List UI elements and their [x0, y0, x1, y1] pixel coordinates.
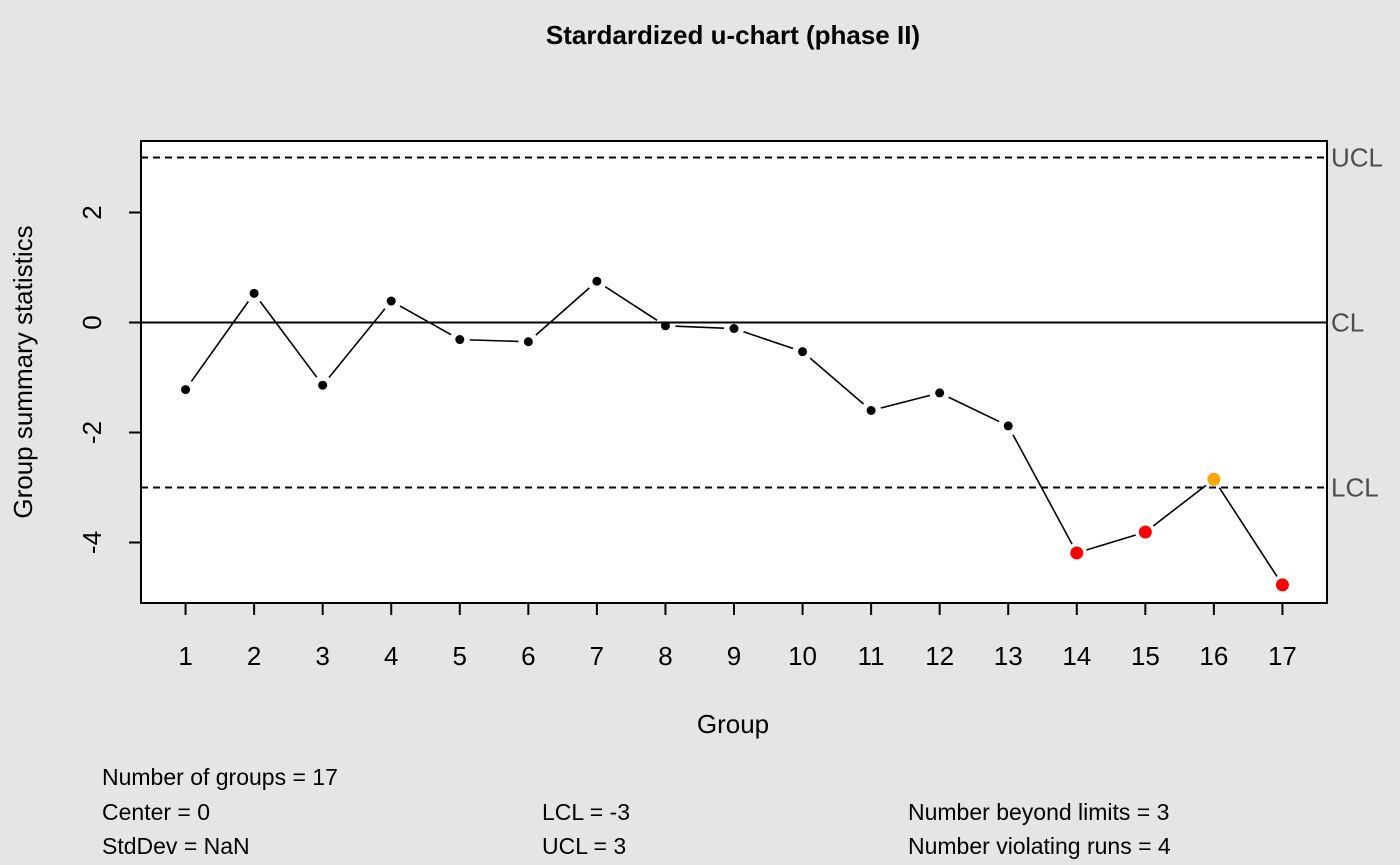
data-point: [729, 324, 739, 334]
x-tick-label: 6: [521, 641, 535, 671]
limits-layer: UCL CL LCL: [141, 143, 1383, 503]
y-axis-label: Group summary statistics: [8, 225, 38, 518]
x-tick-label: 1: [178, 641, 192, 671]
plot-area: [140, 140, 1328, 604]
stat-stddev: StdDev = NaN: [102, 833, 250, 859]
data-point: [386, 296, 396, 306]
series-segment: [675, 325, 725, 329]
series-segment: [743, 330, 794, 350]
y-tick-label: -2: [77, 421, 107, 444]
y-tick-label: -4: [77, 531, 107, 554]
points-layer: [181, 276, 1289, 592]
stat-number-violating-runs: Number violating runs = 4: [908, 833, 1171, 859]
data-point: [1138, 525, 1152, 539]
x-axis: 1 2 3 4 5 6 7 8 9 10 11 12 13 14 15 16 17: [178, 603, 1297, 671]
series-segment: [880, 394, 931, 409]
chart-title: Stardardized u-chart (phase II): [546, 20, 920, 50]
x-tick-label: 3: [315, 641, 329, 671]
data-point: [935, 388, 945, 398]
data-point: [866, 406, 876, 415]
x-tick-label: 2: [247, 641, 261, 671]
cl-label: CL: [1331, 308, 1364, 338]
data-point: [181, 385, 191, 395]
x-tick-label: 9: [727, 641, 741, 671]
series-segment: [948, 396, 1000, 423]
data-point: [1275, 578, 1289, 592]
y-tick-label: 2: [77, 205, 107, 219]
x-tick-label: 10: [788, 641, 817, 671]
x-tick-label: 14: [1062, 641, 1091, 671]
data-point: [660, 321, 670, 331]
x-tick-label: 4: [384, 641, 398, 671]
x-tick-label: 12: [925, 641, 954, 671]
x-tick-label: 5: [453, 641, 467, 671]
series-segment: [1012, 434, 1073, 545]
y-tick-label: 0: [77, 315, 107, 329]
x-tick-label: 13: [994, 641, 1023, 671]
data-point: [1003, 421, 1013, 431]
data-point: [1207, 472, 1221, 486]
series-segment: [328, 308, 386, 378]
data-point: [1070, 546, 1084, 560]
data-point: [523, 337, 533, 347]
series-segment: [469, 339, 519, 343]
data-point: [798, 347, 808, 357]
x-tick-label: 16: [1199, 641, 1228, 671]
stat-center: Center = 0: [102, 799, 210, 825]
x-tick-label: 8: [658, 641, 672, 671]
summary-stats: Number of groups = 17 Center = 0 StdDev …: [102, 764, 1171, 859]
series-segment: [809, 357, 865, 405]
series-segment: [399, 305, 452, 336]
stat-lcl: LCL = -3: [542, 799, 630, 825]
stat-number-of-groups: Number of groups = 17: [102, 764, 338, 790]
lcl-label: LCL: [1331, 473, 1379, 503]
x-axis-label: Group: [697, 709, 769, 739]
x-tick-label: 17: [1268, 641, 1297, 671]
series-segment: [1086, 534, 1136, 551]
data-point: [455, 335, 465, 345]
data-point: [249, 288, 259, 298]
series-segment: [604, 286, 658, 322]
series-line-layer: [190, 286, 1278, 577]
series-segment: [190, 301, 249, 382]
series-segment: [1152, 484, 1207, 527]
series-segment: [1218, 487, 1278, 577]
x-tick-label: 7: [590, 641, 604, 671]
stat-number-beyond-limits: Number beyond limits = 3: [908, 799, 1169, 825]
series-segment: [259, 300, 318, 378]
y-axis: -4 -2 0 2: [77, 205, 141, 554]
data-point: [318, 380, 328, 390]
series-segment: [535, 287, 590, 336]
x-tick-label: 11: [858, 641, 885, 671]
stat-ucl: UCL = 3: [542, 833, 626, 859]
ucl-label: UCL: [1331, 143, 1383, 173]
data-point: [592, 276, 602, 286]
x-tick-label: 15: [1131, 641, 1160, 671]
